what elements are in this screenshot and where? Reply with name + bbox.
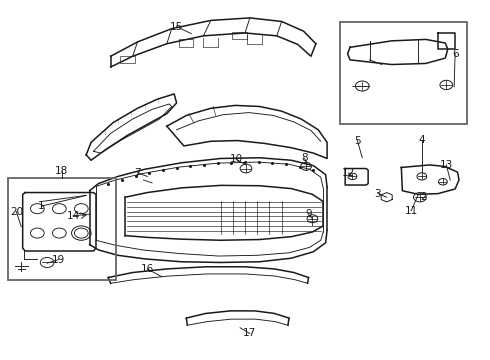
Text: 19: 19 [52,255,65,265]
Text: 12: 12 [342,168,355,178]
Text: 4: 4 [418,135,425,145]
Text: 15: 15 [170,22,183,32]
Text: 10: 10 [230,154,243,164]
Text: 8: 8 [301,153,308,163]
Text: 17: 17 [243,328,256,338]
Bar [120,56,135,63]
Text: 13: 13 [440,160,453,170]
Text: 6: 6 [452,49,459,59]
Text: 9: 9 [305,210,312,220]
Text: 16: 16 [141,264,154,274]
Text: 20: 20 [10,207,23,217]
Text: 5: 5 [354,136,361,145]
Text: 3: 3 [374,189,381,199]
Bar [8,178,116,280]
Text: 7: 7 [134,168,141,178]
Bar [232,32,247,40]
Text: 18: 18 [55,166,69,176]
Bar [340,22,467,125]
Bar [178,40,193,46]
Text: 14: 14 [66,211,80,221]
Text: 11: 11 [405,206,418,216]
Text: 1: 1 [38,201,45,211]
Text: 2: 2 [420,192,427,202]
